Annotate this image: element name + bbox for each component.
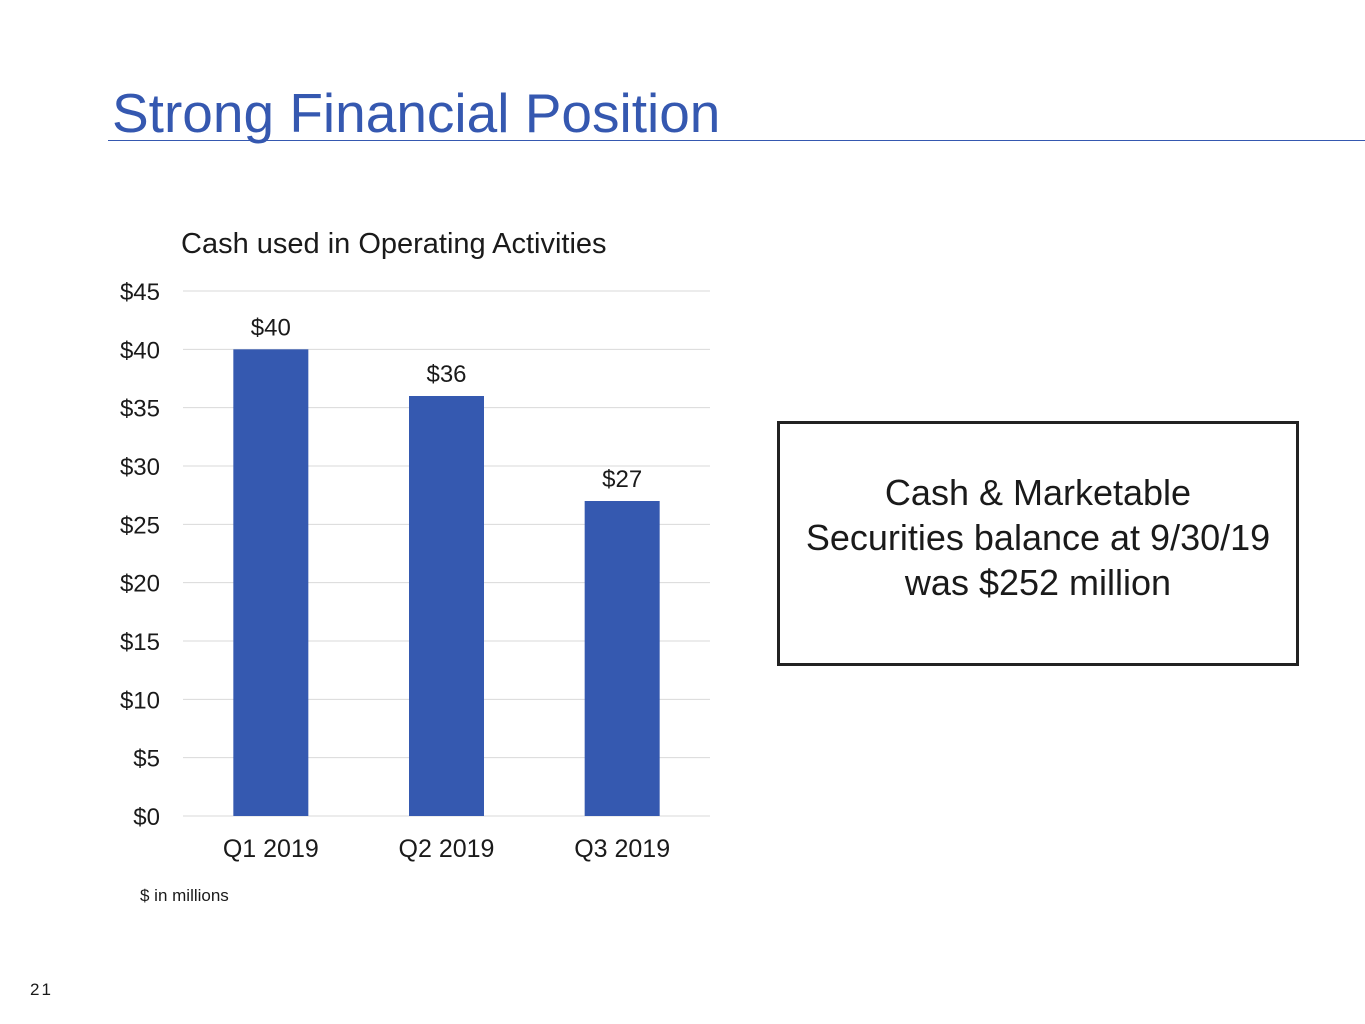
y-tick-label: $45 — [120, 279, 160, 306]
callout-line: Cash & Marketable — [884, 472, 1192, 513]
data-label: $36 — [426, 361, 466, 388]
title-underline — [108, 140, 1365, 141]
callout-box: Cash & Marketable Securities balance at … — [777, 421, 1299, 666]
x-tick-label: Q1 2019 — [223, 835, 319, 863]
y-tick-label: $5 — [133, 746, 160, 773]
data-label: $27 — [602, 466, 642, 493]
x-tick-label: Q2 2019 — [399, 835, 495, 863]
page-number: 21 — [30, 980, 53, 999]
y-tick-label: $15 — [120, 629, 160, 656]
y-tick-label: $25 — [120, 512, 160, 539]
y-tick-label: $20 — [120, 571, 160, 598]
callout-line: Securities balance at 9/30/19 — [805, 517, 1271, 558]
data-labels: $40 $36 $27 — [251, 314, 642, 493]
x-tick-label: Q3 2019 — [574, 835, 670, 863]
callout-text: Cash & Marketable Securities balance at … — [780, 470, 1296, 617]
bar — [584, 501, 660, 816]
bar — [233, 349, 309, 816]
chart-title: Cash used in Operating Activities — [181, 228, 607, 260]
y-axis-ticks: $0 $5 $10 $15 $20 $25 $30 $35 $40 $45 — [120, 279, 160, 831]
y-tick-label: $10 — [120, 687, 160, 714]
y-tick-label: $0 — [133, 804, 160, 831]
units-note: $ in millions — [140, 886, 229, 905]
bar — [409, 396, 484, 816]
slide-title: Strong Financial Position — [112, 82, 721, 144]
data-label: $40 — [251, 314, 291, 341]
y-tick-label: $30 — [120, 454, 160, 481]
y-tick-label: $35 — [120, 396, 160, 423]
bars — [233, 349, 660, 816]
y-tick-label: $40 — [120, 337, 160, 364]
x-axis-ticks: Q1 2019 Q2 2019 Q3 2019 — [223, 835, 670, 863]
callout-line: was $252 million — [904, 562, 1172, 603]
